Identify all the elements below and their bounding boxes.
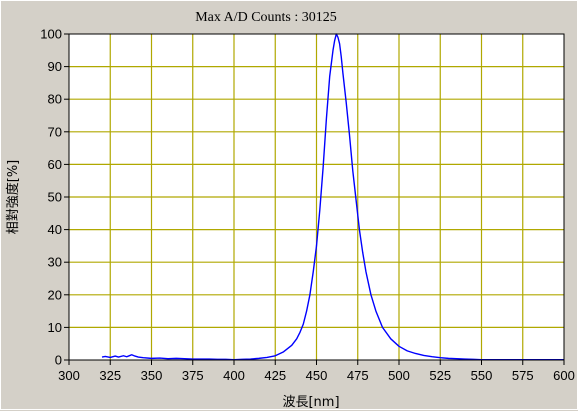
y-tick-label: 80 bbox=[48, 92, 62, 107]
x-axis-ticks: 300 325 350 375 400 425 450 475 500 525 550 575 600 bbox=[58, 360, 575, 383]
x-axis-label: 波長[nm] bbox=[282, 395, 339, 410]
x-tick-label: 375 bbox=[182, 368, 204, 383]
y-tick-label: 30 bbox=[48, 255, 62, 270]
y-tick-label: 10 bbox=[48, 320, 62, 335]
y-tick-label: 100 bbox=[40, 27, 62, 42]
chart-title: Max A/D Counts : 30125 bbox=[195, 10, 337, 25]
y-axis-label: 相對強度[%] bbox=[5, 160, 21, 235]
y-tick-label: 90 bbox=[48, 59, 62, 74]
x-tick-label: 525 bbox=[429, 368, 451, 383]
x-tick-label: 475 bbox=[347, 368, 369, 383]
x-tick-label: 600 bbox=[553, 368, 575, 383]
x-tick-label: 550 bbox=[471, 368, 493, 383]
x-tick-label: 500 bbox=[388, 368, 410, 383]
x-tick-label: 350 bbox=[141, 368, 163, 383]
x-tick-label: 575 bbox=[512, 368, 534, 383]
y-axis-ticks: 0 10 20 30 40 50 60 70 80 90 100 bbox=[40, 27, 69, 368]
series-line-0 bbox=[101, 33, 564, 361]
y-tick-label: 70 bbox=[48, 124, 62, 139]
x-tick-label: 400 bbox=[223, 368, 245, 383]
x-tick-label: 425 bbox=[264, 368, 286, 383]
plot-area bbox=[68, 33, 565, 361]
y-tick-label: 0 bbox=[55, 353, 62, 368]
x-tick-label: 450 bbox=[306, 368, 328, 383]
y-tick-label: 50 bbox=[48, 190, 62, 205]
y-tick-label: 20 bbox=[48, 287, 62, 302]
x-tick-label: 325 bbox=[99, 368, 121, 383]
y-tick-label: 40 bbox=[48, 222, 62, 237]
y-tick-label: 60 bbox=[48, 157, 62, 172]
x-tick-label: 300 bbox=[58, 368, 80, 383]
